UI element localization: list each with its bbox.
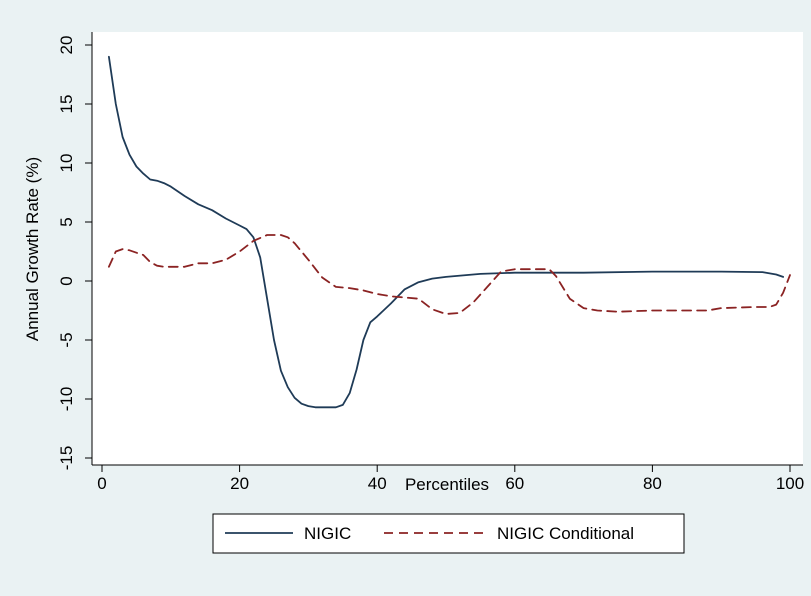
y-tick-label: -15 (57, 446, 76, 471)
x-tick-label: 0 (97, 474, 106, 493)
y-tick-label: 0 (57, 276, 76, 285)
x-tick-label: 80 (643, 474, 662, 493)
x-tick-label: 100 (776, 474, 804, 493)
series-layer (108, 55, 791, 409)
series-line-2 (108, 234, 791, 315)
y-tick-label: 20 (57, 36, 76, 55)
y-tick-label: 10 (57, 154, 76, 173)
y-tick-label: -5 (57, 332, 76, 347)
y-tick-label: -10 (57, 387, 76, 412)
legend: NIGIC NIGIC Conditional (212, 513, 685, 554)
y-axis-ticks: -15 -10 -5 0 5 10 15 20 (57, 36, 92, 471)
y-axis-label: Annual Growth Rate (%) (23, 157, 42, 341)
x-tick-label: 20 (230, 474, 249, 493)
x-tick-label: 40 (368, 474, 387, 493)
series-line-1 (108, 55, 784, 409)
y-tick-label: 15 (57, 95, 76, 114)
legend-label: NIGIC (304, 524, 351, 543)
y-tick-label: 5 (57, 217, 76, 226)
x-axis-label: Percentiles (405, 475, 489, 494)
x-tick-label: 60 (505, 474, 524, 493)
plot-area (92, 32, 803, 465)
legend-label: NIGIC Conditional (497, 524, 634, 543)
x-axis-ticks: 0 20 40 60 80 100 (97, 465, 804, 493)
